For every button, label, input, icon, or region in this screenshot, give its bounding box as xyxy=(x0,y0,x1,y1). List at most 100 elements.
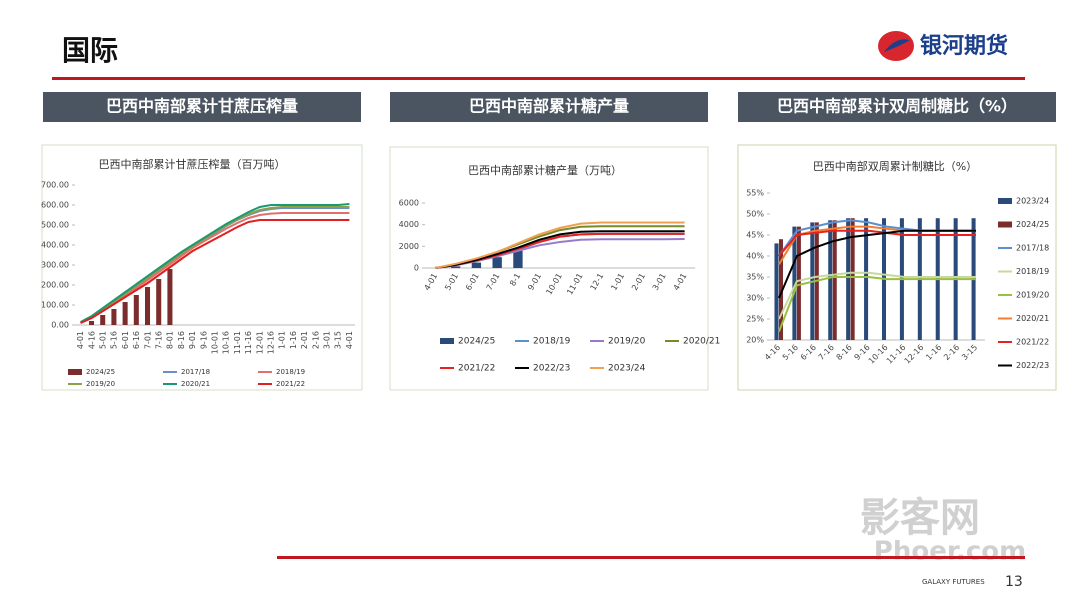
chart-title: 巴西中南部累计甘蔗压榨量（百万吨） xyxy=(99,157,286,171)
bar xyxy=(846,218,851,340)
panel-title: 巴西中南部累计糖产量 xyxy=(469,97,629,116)
legend-label: 2024/25 xyxy=(1016,220,1049,229)
legend-label: 2023/24 xyxy=(1016,197,1049,206)
y-tick-label: 35% xyxy=(746,273,764,282)
x-tick-label: 4-16 xyxy=(87,331,96,349)
y-tick-label: 2000 xyxy=(399,242,419,251)
legend-label: 2021/22 xyxy=(458,364,495,374)
legend-label: 2017/18 xyxy=(1016,244,1049,253)
legend-label: 2017/18 xyxy=(181,368,210,376)
x-tick-label: 11-01 xyxy=(233,331,242,354)
x-tick-label: 11-16 xyxy=(244,331,253,354)
line xyxy=(778,229,976,257)
watermark: Phoer.com xyxy=(874,537,1026,567)
bar xyxy=(828,220,833,340)
y-tick-label: 200.00 xyxy=(41,281,69,290)
legend-swatch xyxy=(998,198,1012,204)
x-tick-label: 7-16 xyxy=(155,331,164,349)
legend-swatch xyxy=(998,221,1012,228)
legend-label: 2024/25 xyxy=(458,337,495,347)
line xyxy=(80,219,350,324)
bar xyxy=(850,218,855,340)
bar xyxy=(111,309,117,325)
logo: 银河期货 xyxy=(878,31,1008,61)
chart-frame xyxy=(41,144,363,391)
x-tick-label: 10-16 xyxy=(222,331,231,354)
y-tick-label: 20% xyxy=(746,336,764,345)
x-tick-label: 2-01 xyxy=(300,331,309,349)
x-tick-label: 12-01 xyxy=(255,331,264,354)
bar xyxy=(774,243,779,340)
bar xyxy=(796,226,801,340)
x-tick-label: 7-01 xyxy=(143,331,152,349)
panel-head xyxy=(738,92,1056,122)
line xyxy=(778,276,976,332)
bar xyxy=(450,266,461,268)
bar xyxy=(145,287,151,325)
bar xyxy=(832,220,837,340)
legend-label: 2020/21 xyxy=(181,380,210,388)
bar xyxy=(792,226,797,340)
legend-swatch xyxy=(440,338,454,344)
legend-label: 2018/19 xyxy=(533,337,571,347)
legend-label: 2021/22 xyxy=(276,380,305,388)
legend-label: 2022/23 xyxy=(1016,361,1049,370)
slide-title: 国际 xyxy=(62,34,118,67)
y-tick-label: 45% xyxy=(746,231,764,240)
legend-swatch xyxy=(68,369,82,375)
line xyxy=(778,229,976,299)
y-tick-label: 700.00 xyxy=(41,181,69,190)
y-tick-label: 30% xyxy=(746,294,764,303)
bar xyxy=(167,269,173,325)
bar xyxy=(864,218,869,340)
line xyxy=(778,271,976,320)
x-tick-label: 4-01 xyxy=(76,331,85,349)
legend-label: 2024/25 xyxy=(86,368,115,376)
x-tick-label: 2-16 xyxy=(311,331,320,349)
x-tick-label: 1-01 xyxy=(278,331,287,349)
y-tick-label: 400.00 xyxy=(41,241,69,250)
x-tick-label: 5-16 xyxy=(110,331,119,349)
bar xyxy=(89,321,95,325)
legend-label: 2018/19 xyxy=(1016,267,1049,276)
x-tick-label: 4-01 xyxy=(345,331,354,349)
y-tick-label: 300.00 xyxy=(41,261,69,270)
chart-title: 巴西中南部双周累计制糖比（%） xyxy=(813,159,977,173)
x-tick-label: 10-01 xyxy=(211,331,220,354)
legend-label: 2019/20 xyxy=(86,380,115,388)
bar xyxy=(122,302,128,325)
panel-title: 巴西中南部累计双周制糖比（%） xyxy=(777,97,1017,116)
y-tick-label: 50% xyxy=(746,210,764,219)
panel-head xyxy=(43,92,361,122)
footer-rule xyxy=(277,556,1025,559)
line xyxy=(80,203,350,323)
legend-label: 2020/21 xyxy=(683,337,720,347)
y-tick-label: 0 xyxy=(414,264,419,273)
bar xyxy=(133,295,139,325)
logo-text: 银河期货 xyxy=(920,33,1008,59)
line xyxy=(435,221,685,269)
y-tick-label: 55% xyxy=(746,189,764,198)
panel-head xyxy=(390,92,708,122)
page-number: 13 xyxy=(1005,574,1023,590)
panel-title: 巴西中南部累计甘蔗压榨量 xyxy=(106,97,298,116)
y-tick-label: 40% xyxy=(746,252,764,261)
y-tick-label: 100.00 xyxy=(41,301,69,310)
x-tick-label: 1-16 xyxy=(289,331,298,349)
y-tick-label: 4000 xyxy=(399,220,419,229)
y-tick-label: 500.00 xyxy=(41,221,69,230)
y-tick-label: 0.00 xyxy=(51,321,69,330)
legend-label: 2022/23 xyxy=(533,364,570,374)
x-tick-label: 9-01 xyxy=(188,331,197,349)
x-tick-label: 6-16 xyxy=(132,331,141,349)
legend-label: 2019/20 xyxy=(1016,291,1049,300)
header-rule xyxy=(52,77,1025,80)
x-tick-label: 3-01 xyxy=(323,331,332,349)
y-tick-label: 600.00 xyxy=(41,201,69,210)
x-tick-label: 6-01 xyxy=(121,331,130,349)
x-tick-label: 9-16 xyxy=(199,331,208,349)
legend-label: 2023/24 xyxy=(608,364,646,374)
bar xyxy=(492,257,502,268)
legend-label: 2018/19 xyxy=(276,368,305,376)
